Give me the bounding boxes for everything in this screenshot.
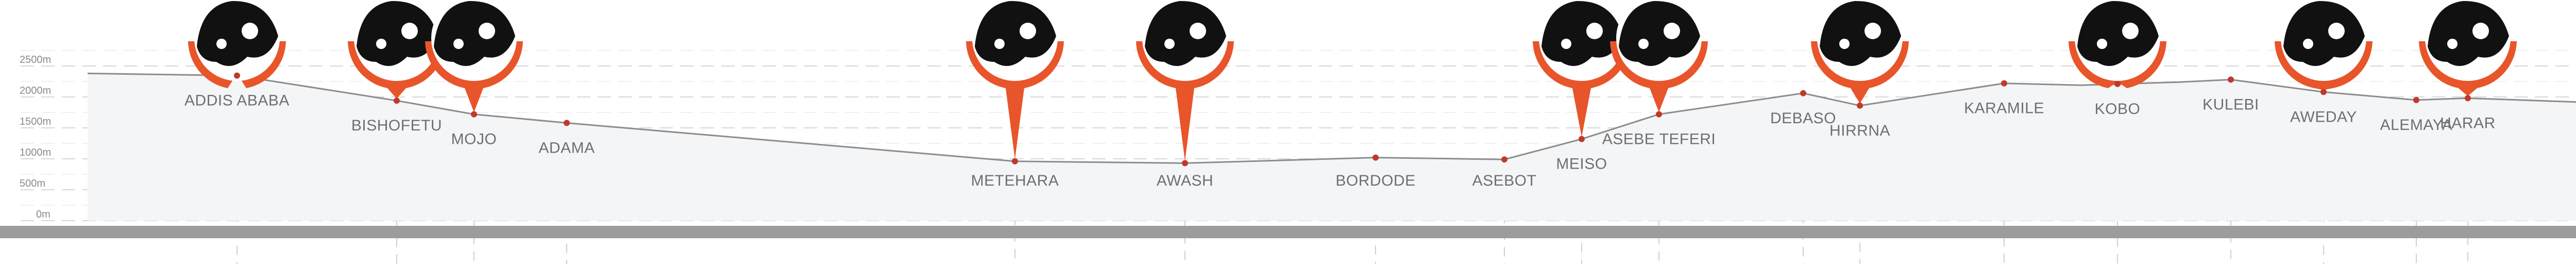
city-point bbox=[1182, 160, 1188, 167]
city-label: KARAMILE bbox=[1964, 100, 2044, 117]
emblem-highlight bbox=[1020, 23, 1036, 39]
city-point bbox=[394, 97, 400, 104]
emblem-highlight bbox=[1561, 39, 1571, 49]
city-emblem-icon bbox=[1533, 0, 1631, 137]
emblem-silhouette bbox=[1145, 1, 1226, 67]
city-label: METEHARA bbox=[971, 172, 1059, 189]
emblem-silhouette bbox=[357, 1, 438, 67]
emblem-silhouette bbox=[2077, 1, 2159, 67]
city-point bbox=[1656, 111, 1662, 118]
emblem-highlight bbox=[2303, 39, 2313, 49]
emblem-highlight bbox=[401, 23, 418, 39]
emblem-silhouette bbox=[2428, 1, 2509, 67]
emblem-highlight bbox=[2447, 39, 2458, 49]
city-points bbox=[234, 72, 2471, 167]
city-label: ALEMAYA bbox=[2380, 117, 2453, 134]
city-point bbox=[2320, 89, 2327, 95]
emblem-silhouette bbox=[197, 1, 278, 67]
city-label: DEBASO bbox=[1770, 110, 1836, 127]
city-point bbox=[1579, 136, 1585, 142]
emblem-highlight bbox=[2122, 23, 2139, 39]
city-emblem-icon bbox=[2275, 0, 2372, 90]
y-tick-label: 0m bbox=[36, 209, 50, 220]
emblem-highlight bbox=[1865, 23, 1881, 39]
emblem-highlight bbox=[2328, 23, 2345, 39]
city-point bbox=[471, 111, 477, 118]
emblem-highlight bbox=[216, 39, 227, 49]
emblem-silhouette bbox=[1541, 1, 1623, 67]
city-emblem-icon bbox=[348, 0, 446, 99]
city-label: HARAR bbox=[2440, 114, 2496, 131]
city-label: KULEBI bbox=[2202, 96, 2259, 113]
emblem-highlight bbox=[2472, 23, 2489, 39]
city-labels: ADDIS ABABA BISHOFETU MOJO ADAMA METEHARA AWA… bbox=[184, 92, 2496, 189]
emblem-highlight bbox=[479, 23, 495, 39]
y-tick-label: 1000m bbox=[20, 147, 51, 158]
city-point bbox=[2228, 76, 2234, 83]
city-label: AWEDAY bbox=[2290, 108, 2357, 125]
emblem-silhouette bbox=[1619, 1, 1700, 67]
city-emblem-icon bbox=[1136, 0, 1234, 161]
city-point bbox=[2413, 97, 2419, 103]
city-point bbox=[2001, 80, 2007, 87]
city-point bbox=[1800, 90, 1806, 96]
city-emblem-icon bbox=[2419, 0, 2517, 96]
city-label: MOJO bbox=[451, 131, 497, 148]
city-emblem-icon bbox=[425, 0, 523, 112]
city-point bbox=[234, 72, 240, 79]
city-point bbox=[2465, 95, 2471, 102]
city-label: ASEBE TEFERI bbox=[1602, 131, 1716, 148]
y-axis-ticks: 0m 500m 1000m 1500m 2000m 2500m bbox=[20, 54, 51, 220]
emblem-highlight bbox=[1164, 39, 1175, 49]
emblem-highlight bbox=[376, 39, 386, 49]
city-label: HIRRNA bbox=[1829, 122, 1890, 139]
city-label: ADAMA bbox=[538, 139, 595, 156]
city-label: BISHOFETU bbox=[351, 117, 442, 134]
city-markers bbox=[188, 0, 2517, 161]
city-label: KOBO bbox=[2095, 101, 2141, 118]
emblem-silhouette bbox=[975, 1, 1056, 67]
emblem-silhouette bbox=[1820, 1, 1901, 67]
city-emblem-icon bbox=[188, 0, 286, 88]
city-point bbox=[564, 120, 570, 126]
city-point bbox=[2114, 80, 2121, 87]
city-label: ASEBOT bbox=[1472, 172, 1537, 189]
city-point bbox=[1857, 102, 1863, 109]
emblem-highlight bbox=[242, 23, 258, 39]
city-emblem-icon bbox=[966, 0, 1064, 159]
emblem-highlight bbox=[2097, 39, 2107, 49]
emblem-highlight bbox=[1839, 39, 1850, 49]
emblem-silhouette bbox=[2283, 1, 2365, 67]
emblem-highlight bbox=[1638, 39, 1649, 49]
city-emblem-icon bbox=[2069, 0, 2166, 88]
ground-band-rect bbox=[0, 226, 2576, 238]
emblem-highlight bbox=[1664, 23, 1680, 39]
emblem-highlight bbox=[1190, 23, 1206, 39]
emblem-highlight bbox=[1586, 23, 1603, 39]
emblem-highlight bbox=[453, 39, 464, 49]
emblem-silhouette bbox=[434, 1, 515, 67]
y-tick-label: 500m bbox=[20, 178, 45, 189]
city-emblem-icon bbox=[1811, 0, 1909, 104]
y-tick-label: 2000m bbox=[20, 85, 51, 96]
y-tick-label: 1500m bbox=[20, 116, 51, 127]
city-point bbox=[1012, 158, 1018, 164]
city-label: MEISO bbox=[1556, 156, 1607, 173]
city-label: BORDODE bbox=[1335, 172, 1415, 189]
y-tick-label: 2500m bbox=[20, 54, 51, 65]
emblem-highlight bbox=[994, 39, 1005, 49]
city-point bbox=[1372, 154, 1379, 161]
city-emblem-icon bbox=[1610, 0, 1708, 112]
city-label: AWASH bbox=[1157, 172, 1213, 189]
ground-band bbox=[0, 210, 2576, 238]
elevation-area bbox=[88, 73, 2576, 221]
city-point bbox=[1501, 156, 1507, 163]
city-label: ADDIS ABABA bbox=[184, 92, 290, 109]
elevation-area-fill bbox=[88, 73, 2576, 221]
